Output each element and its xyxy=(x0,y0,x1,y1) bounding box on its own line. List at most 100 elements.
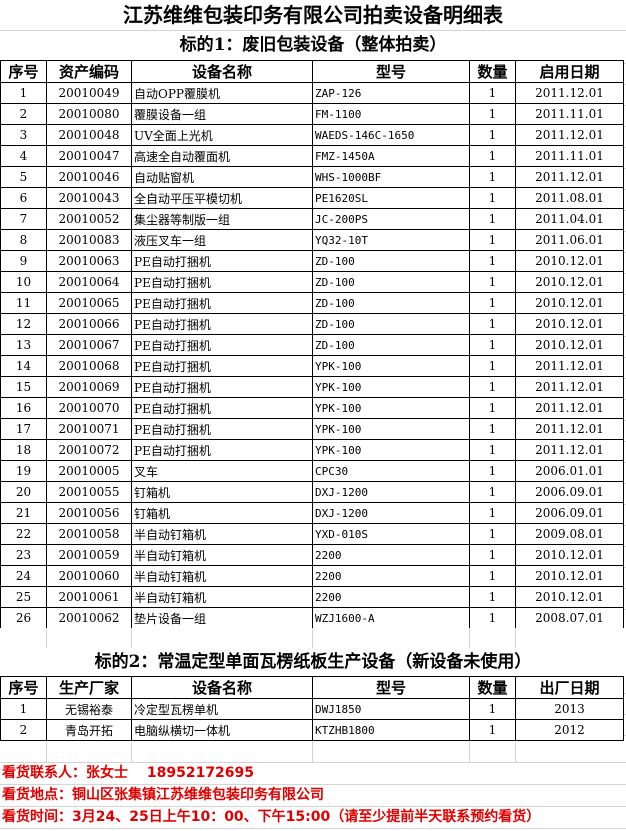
cell-code: 无锡裕泰 xyxy=(46,698,132,720)
cell-code: 20010071 xyxy=(46,418,132,440)
cell-name: 半自动钉箱机 xyxy=(131,523,313,545)
column-header-name: 设备名称 xyxy=(131,60,313,83)
table-row: 3 20010048 UV全面上光机 WAEDS-146C-1650 1 2011.12.… xyxy=(0,124,624,146)
cell-date: 2010.12.01 xyxy=(515,250,624,272)
cell-name: 全自动平压平模切机 xyxy=(131,187,313,209)
column-header-date: 出厂日期 xyxy=(515,676,624,699)
cell-qty: 1 xyxy=(469,376,516,398)
cell-model: DWJ1850 xyxy=(312,698,470,720)
cell-qty: 1 xyxy=(469,187,516,209)
cell-name: 覆膜设备一组 xyxy=(131,103,313,125)
cell-name: PE自动打捆机 xyxy=(131,313,313,335)
table-row: 10 20010064 PE自动打捆机 ZD-100 1 2010.12.01 xyxy=(0,271,624,293)
cell-index: 24 xyxy=(0,565,47,587)
cell-index: 26 xyxy=(0,607,47,629)
cell-date: 2010.12.01 xyxy=(515,313,624,335)
cell-qty: 1 xyxy=(469,103,516,125)
cell-code: 20010047 xyxy=(46,145,132,167)
cell-model: WHS-1000BF xyxy=(312,166,470,188)
cell-code: 20010058 xyxy=(46,523,132,545)
cell-code: 20010060 xyxy=(46,565,132,587)
table-row: 22 20010058 半自动钉箱机 YXD-010S 1 2009.08.01 xyxy=(0,523,624,545)
cell-name: PE自动打捆机 xyxy=(131,292,313,314)
table-row: 13 20010067 PE自动打捆机 ZD-100 1 2010.12.01 xyxy=(0,334,624,356)
cell-code: 20010043 xyxy=(46,187,132,209)
contact-note: 看货联系人：张女士 18952172695 xyxy=(2,765,255,781)
cell-model: 2200 xyxy=(312,565,470,587)
cell-index: 1 xyxy=(0,698,47,720)
column-header-date: 启用日期 xyxy=(515,60,624,83)
cell-index: 16 xyxy=(0,397,47,419)
cell-name: PE自动打捆机 xyxy=(131,334,313,356)
cell-model: FM-1100 xyxy=(312,103,470,125)
cell-index: 2 xyxy=(0,103,47,125)
cell-date: 2011.12.01 xyxy=(515,124,624,146)
cell-code: 20010064 xyxy=(46,271,132,293)
empty-row xyxy=(0,628,626,648)
cell-name: 垫片设备一组 xyxy=(131,607,313,629)
cell-code: 20010066 xyxy=(46,313,132,335)
column-header-index: 序号 xyxy=(0,60,47,83)
cell-date: 2011.04.01 xyxy=(515,208,624,230)
cell-qty: 1 xyxy=(469,481,516,503)
cell-date: 2006.09.01 xyxy=(515,502,624,524)
cell-index: 4 xyxy=(0,145,47,167)
table-row: 2 青岛开拓 电脑纵横切一体机 KTZHB1800 1 2012 xyxy=(0,719,624,741)
table-row: 6 20010043 全自动平压平模切机 PE1620SL 1 2011.08.01 xyxy=(0,187,624,209)
table-row: 17 20010071 PE自动打捆机 YPK-100 1 2011.12.01 xyxy=(0,418,624,440)
cell-model: ZAP-126 xyxy=(312,82,470,104)
cell-date: 2008.07.01 xyxy=(515,607,624,629)
cell-model: YPK-100 xyxy=(312,376,470,398)
cell-qty: 1 xyxy=(469,271,516,293)
cell-model: KTZHB1800 xyxy=(312,719,470,741)
cell-code: 青岛开拓 xyxy=(46,719,132,741)
cell-qty: 1 xyxy=(469,418,516,440)
cell-code: 20010080 xyxy=(46,103,132,125)
cell-model: YPK-100 xyxy=(312,418,470,440)
cell-index: 7 xyxy=(0,208,47,230)
cell-index: 15 xyxy=(0,376,47,398)
cell-name: 钉箱机 xyxy=(131,502,313,524)
cell-date: 2010.12.01 xyxy=(515,292,624,314)
empty-row xyxy=(0,741,626,762)
cell-qty: 1 xyxy=(469,460,516,482)
cell-qty: 1 xyxy=(469,250,516,272)
cell-code: 20010062 xyxy=(46,607,132,629)
cell-model: ZD-100 xyxy=(312,250,470,272)
cell-name: PE自动打捆机 xyxy=(131,418,313,440)
cell-qty: 1 xyxy=(469,313,516,335)
cell-date: 2010.12.01 xyxy=(515,544,624,566)
cell-model: YQ32-10T xyxy=(312,229,470,251)
cell-date: 2011.12.01 xyxy=(515,439,624,461)
location-note: 看货地点：铜山区张集镇江苏维维包装印务有限公司 xyxy=(2,787,324,803)
cell-qty: 1 xyxy=(469,124,516,146)
cell-name: 自动贴窗机 xyxy=(131,166,313,188)
cell-qty: 1 xyxy=(469,502,516,524)
cell-code: 20010046 xyxy=(46,166,132,188)
cell-code: 20010005 xyxy=(46,460,132,482)
cell-model: 2200 xyxy=(312,586,470,608)
cell-date: 2011.08.01 xyxy=(515,187,624,209)
cell-code: 20010055 xyxy=(46,481,132,503)
table-row: 26 20010062 垫片设备一组 WZJ1600-A 1 2008.07.01 xyxy=(0,607,624,629)
table-row: 21 20010056 钉箱机 DXJ-1200 1 2006.09.01 xyxy=(0,502,624,524)
cell-qty: 1 xyxy=(469,292,516,314)
cell-name: 液压叉车一组 xyxy=(131,229,313,251)
cell-date: 2010.12.01 xyxy=(515,271,624,293)
cell-date: 2012 xyxy=(515,719,624,741)
cell-index: 2 xyxy=(0,719,47,741)
cell-index: 20 xyxy=(0,481,47,503)
cell-code: 20010059 xyxy=(46,544,132,566)
cell-qty: 1 xyxy=(469,334,516,356)
table-row: 15 20010069 PE自动打捆机 YPK-100 1 2011.12.01 xyxy=(0,376,624,398)
notes-area xyxy=(0,762,626,831)
column-header-index: 序号 xyxy=(0,676,47,699)
cell-code: 20010052 xyxy=(46,208,132,230)
column-header-model: 型号 xyxy=(312,60,470,83)
cell-name: 自动OPP覆膜机 xyxy=(131,82,313,104)
table-row: 8 20010083 液压叉车一组 YQ32-10T 1 2011.06.01 xyxy=(0,229,624,251)
cell-name: PE自动打捆机 xyxy=(131,397,313,419)
table-row: 16 20010070 PE自动打捆机 YPK-100 1 2011.12.01 xyxy=(0,397,624,419)
cell-name: PE自动打捆机 xyxy=(131,250,313,272)
cell-index: 11 xyxy=(0,292,47,314)
